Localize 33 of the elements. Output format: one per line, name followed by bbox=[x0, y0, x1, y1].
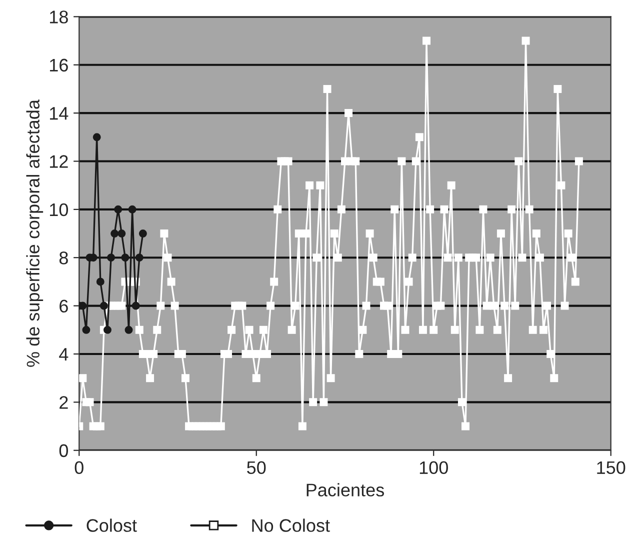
legend-label: No Colost bbox=[252, 518, 330, 532]
y-axis-title: % de superficie corporal afectada bbox=[26, 100, 44, 367]
x-axis-title: Pacientes bbox=[306, 483, 384, 496]
point bbox=[121, 254, 130, 262]
y-tick-label: 4 bbox=[59, 348, 68, 361]
y-tick-label: 12 bbox=[50, 155, 68, 168]
point bbox=[135, 254, 144, 262]
point bbox=[92, 133, 101, 142]
point bbox=[96, 278, 104, 286]
point bbox=[118, 230, 126, 238]
x-tick-label: 150 bbox=[597, 461, 626, 474]
legend-label: Colost bbox=[86, 518, 137, 532]
y-tick-label: 16 bbox=[50, 58, 68, 72]
point bbox=[103, 326, 112, 334]
y-tick-label: 8 bbox=[59, 252, 68, 264]
point bbox=[107, 254, 116, 262]
point bbox=[100, 302, 108, 310]
point bbox=[124, 326, 133, 334]
y-tick-label: 0 bbox=[59, 444, 68, 458]
point bbox=[138, 230, 147, 238]
point bbox=[114, 205, 122, 214]
point bbox=[132, 302, 140, 310]
y-tick-label: 10 bbox=[50, 203, 68, 216]
x-tick-label: 100 bbox=[420, 461, 448, 474]
point bbox=[128, 205, 136, 214]
y-tick-label: 6 bbox=[60, 300, 68, 313]
y-tick-label: 18 bbox=[50, 10, 68, 24]
y-tick-label: 2 bbox=[60, 396, 68, 409]
point bbox=[82, 326, 90, 334]
x-tick-label: 50 bbox=[247, 461, 266, 474]
y-tick-label: 14 bbox=[50, 107, 68, 120]
x-tick-label: 0 bbox=[74, 461, 84, 474]
point bbox=[110, 230, 119, 238]
